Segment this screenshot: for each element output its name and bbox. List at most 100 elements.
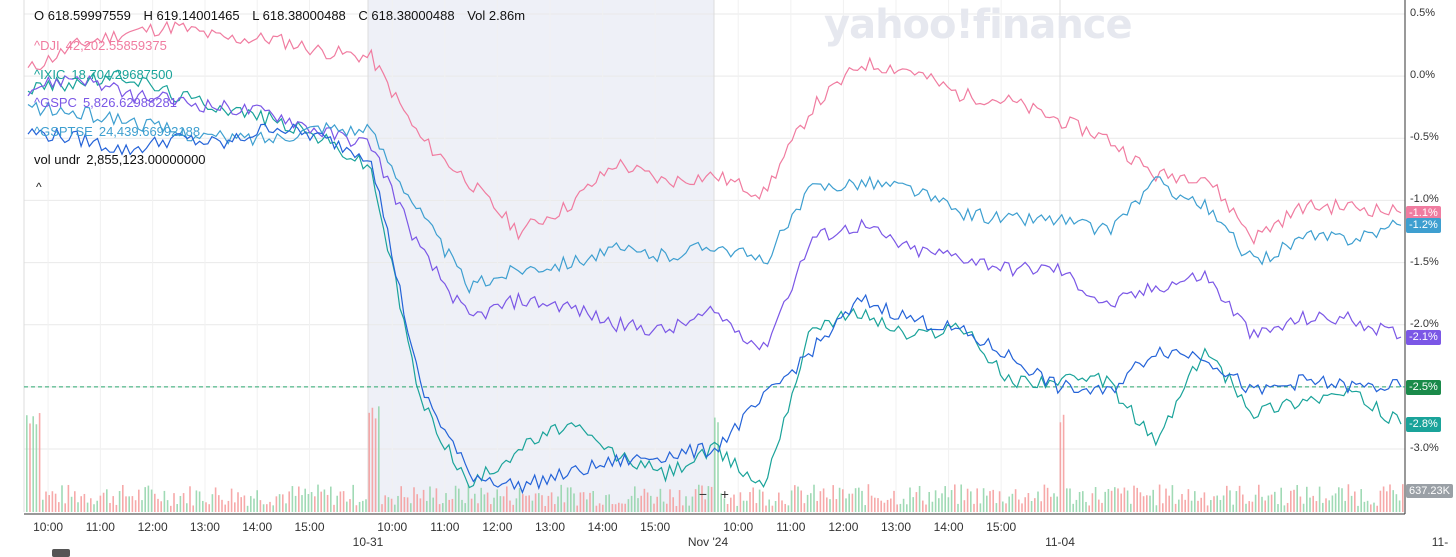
legend-item-ixic[interactable]: ^IXIC 18,704.29687500 [34,67,206,96]
volume-bar [541,495,543,512]
volume-bar [320,491,322,512]
volume-bar [1197,500,1199,512]
volume-bar [138,489,140,512]
volume-bar [118,491,121,512]
volume-bar [1184,499,1186,512]
volume-bar [608,494,610,512]
y-tick-label: -2.0% [1410,317,1439,330]
volume-bar [397,495,399,512]
volume-bar [1136,487,1138,512]
day-label: 10-31 [352,535,384,549]
volume-bar [269,501,271,512]
volume-bar [790,490,793,512]
volume-bar [1222,495,1225,512]
day-label: 11- [1431,535,1449,549]
volume-bar [1382,486,1385,512]
yahoo-finance-watermark: yahoo!finance [824,2,1133,48]
volume-bar [1277,504,1279,512]
volume-bar [746,500,748,512]
volume-bar [304,488,306,512]
day-label: 11-04 [1045,535,1075,549]
volume-bar [1114,487,1116,512]
volume-bar [938,498,940,512]
legend-item-gspc[interactable]: ^GSPC 5,826.62988281 [34,95,206,124]
volume-bar [758,489,761,512]
volume-bar [1322,502,1324,512]
volume-bar [1110,490,1113,512]
volume-bar [195,490,198,512]
volume-bar [1398,500,1401,512]
volume-bar [1190,500,1193,512]
volume-bar [1254,494,1257,512]
volume-bar [1363,501,1366,512]
volume-bar [1126,490,1129,512]
volume-bar [656,496,658,512]
volume-bar [598,503,601,512]
volume-bar [102,492,105,512]
volume-bar [970,491,972,512]
volume-bar [1075,499,1078,512]
volume-bar [362,500,364,512]
volume-bar [67,484,70,512]
volume-bar [1107,489,1110,512]
volume-bar [470,498,473,512]
volume-bar [1069,488,1071,512]
volume-bar [893,490,895,512]
volume-bar [1008,496,1010,512]
x-tick-label: 14:00 [242,520,273,534]
volume-bar [1149,495,1151,512]
volume-bar [346,501,348,512]
volume-bar [474,493,476,512]
volume-bar [531,500,534,512]
legend-value: 5,826.62988281 [82,95,177,110]
volume-bar [947,497,950,512]
volume-bar [1014,489,1017,512]
volume-bar [506,486,508,512]
volume-bar [918,485,921,512]
end-value-badge: -1.1% [1406,205,1441,221]
legend-item-gsptse[interactable]: ^GSPTSE 24,439.66992188 [34,124,206,153]
volume-bar [54,493,57,512]
legend-item-dji[interactable]: ^DJI 42,202.55859375 [34,38,206,67]
volume-bar [835,499,838,512]
volume-bar [816,500,818,512]
collapse-legend-icon[interactable]: ^ [36,180,42,194]
legend-item-vol-undr[interactable]: vol undr 2,855,123.00000000 [34,152,206,181]
volume-bar [1181,494,1183,512]
volume-bar [922,500,924,512]
volume-bar [483,494,486,512]
volume-bar [1152,489,1154,512]
volume-bar [595,505,598,512]
volume-bar [1002,501,1004,512]
volume-bar [445,493,447,512]
series-line-gspc [27,74,1402,351]
volume-bar [1011,493,1014,512]
volume-bar [323,489,326,512]
volume-bar [202,500,204,512]
volume-bar [342,491,345,512]
volume-bar [1117,488,1119,512]
volume-bar [1213,496,1215,512]
zoom-in-button[interactable]: + [720,486,729,502]
zoom-out-button[interactable]: − [698,486,708,502]
volume-bar [602,504,604,512]
volume-bar [150,489,153,512]
volume-bar [854,488,857,512]
volume-bar [1130,503,1132,512]
volume-bar [1293,489,1295,512]
volume-bar [403,497,406,512]
x-tick-label: 12:00 [137,520,168,534]
volume-bar [198,491,201,512]
volume-bar [701,485,703,512]
volume-bar [253,498,255,512]
volume-bar [774,501,777,512]
volume-bar [86,502,89,512]
volume-bar [765,505,767,512]
volume-bar [371,407,374,512]
volume-bar [1264,500,1266,512]
scroll-handle[interactable] [52,549,70,557]
volume-bar [125,496,127,512]
volume-bar [1296,485,1298,512]
volume-bar [714,417,716,512]
